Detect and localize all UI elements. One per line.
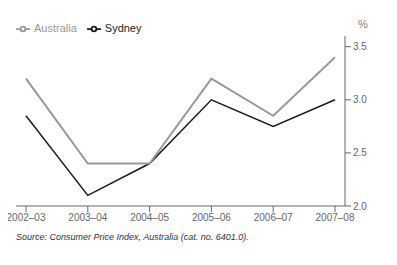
html-text:Sydney: Sydney — [104, 22, 142, 34]
svg-text:2004–05: 2004–05 — [130, 212, 169, 223]
svg-text:2.5: 2.5 — [353, 147, 367, 158]
html-text:Australia: Australia — [34, 22, 77, 34]
svg-text:2007–08: 2007–08 — [316, 212, 355, 223]
svg-text:2005–06: 2005–06 — [192, 212, 231, 223]
svg-text:3.5: 3.5 — [353, 41, 367, 52]
svg-text:2006–07: 2006–07 — [254, 212, 293, 223]
svg-text:2.0: 2.0 — [353, 201, 367, 212]
html-text:Source: Consumer Price Index,: Source: Consumer Price Index, Australia … — [16, 232, 249, 242]
svg-text:2003–04: 2003–04 — [68, 212, 107, 223]
svg-text:2002–03: 2002–03 — [8, 212, 46, 223]
svg-text:%: % — [358, 18, 368, 30]
svg-text:3.0: 3.0 — [353, 94, 367, 105]
